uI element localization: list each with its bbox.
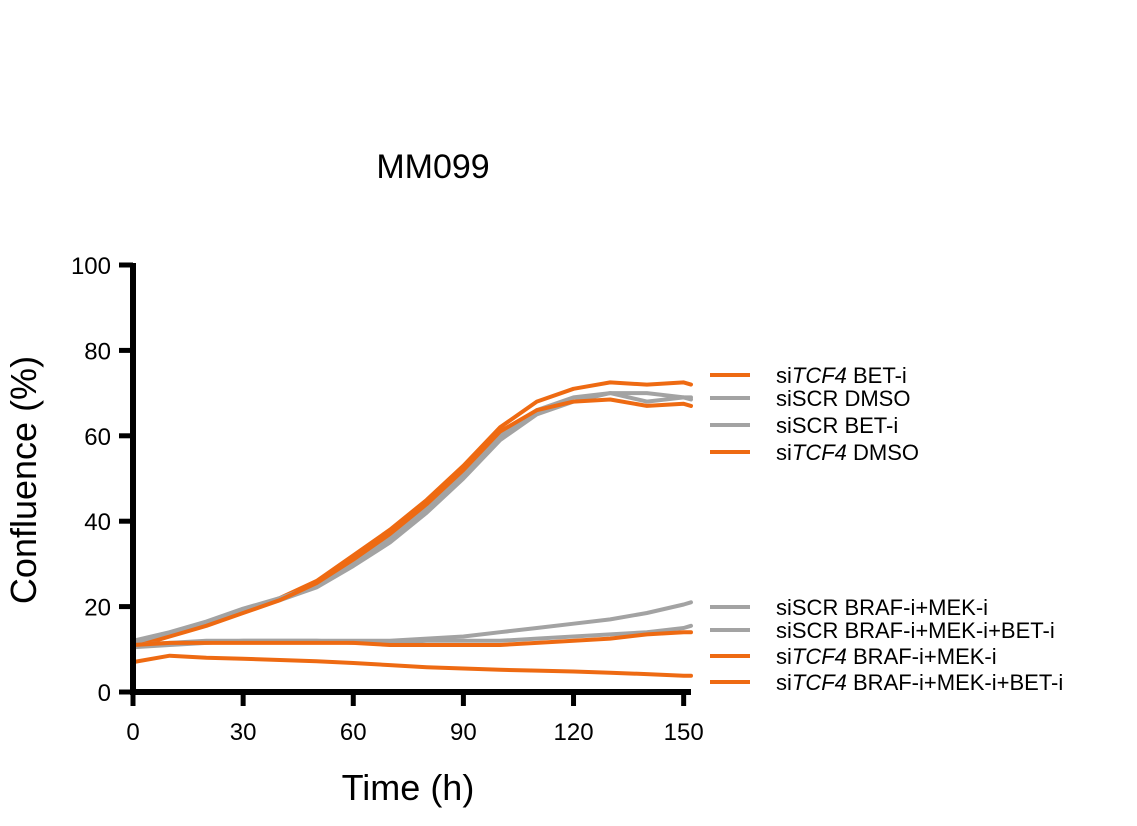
series-line-sitcf4-dmso [131, 397, 693, 650]
legend-label: siSCR BRAF-i+MEK-i [776, 595, 988, 620]
x-tick-label: 150 [664, 719, 704, 746]
legend-label: siTCF4 BRAF-i+MEK-i+BET-i [776, 670, 1063, 695]
y-axis: 0 20 40 60 80 100 [71, 253, 136, 707]
legend-label: siTCF4 BRAF-i+MEK-i [776, 644, 997, 669]
x-tick-label: 60 [340, 719, 367, 746]
y-tick-label: 0 [98, 680, 111, 707]
legend-label: siSCR DMSO [776, 386, 910, 411]
legend-label: siTCF4 BET-i [776, 363, 907, 388]
y-tick-label: 40 [84, 509, 111, 536]
legend-label: siSCR BET-i [776, 413, 898, 438]
series-line-sitcf4-braf-i-mek-i-bet-i [131, 653, 693, 678]
y-axis-title: Confluence (%) [3, 356, 44, 604]
x-axis: 0 30 60 90 120 150 [126, 689, 704, 746]
y-tick-label: 80 [84, 338, 111, 365]
x-tick-label: 0 [126, 719, 139, 746]
y-tick-label: 60 [84, 424, 111, 451]
plot-area [131, 380, 693, 678]
series-line-sitcf4-braf-i-mek-i [131, 630, 693, 647]
series-line-siscr-dmso [131, 391, 693, 643]
x-tick-label: 90 [450, 719, 477, 746]
chart-title: MM099 [376, 148, 489, 186]
legend-label: siSCR BRAF-i+MEK-i+BET-i [776, 618, 1055, 643]
x-tick-label: 120 [554, 719, 594, 746]
y-tick-label: 100 [71, 253, 111, 280]
legend-label: siTCF4 DMSO [776, 440, 919, 465]
x-axis-title: Time (h) [342, 767, 475, 808]
y-tick-label: 20 [84, 595, 111, 622]
x-tick-label: 30 [230, 719, 257, 746]
